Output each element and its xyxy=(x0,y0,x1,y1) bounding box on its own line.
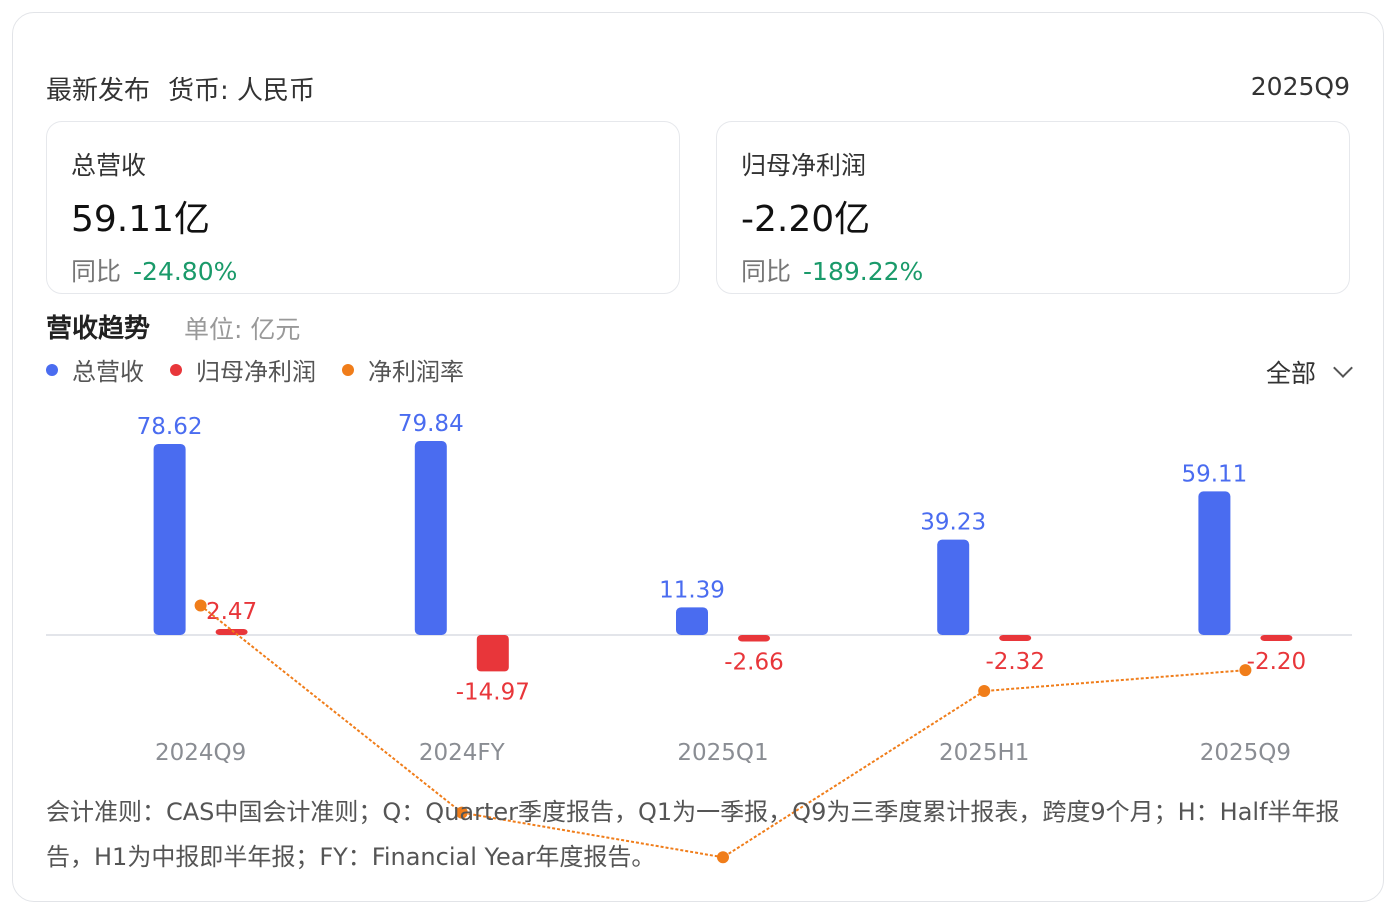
legend-item-net-profit[interactable]: 归母净利润 xyxy=(170,352,316,387)
legend-dot-icon xyxy=(342,363,354,376)
section-title: 营收趋势 xyxy=(46,314,151,344)
accounting-note: 会计准则：CAS中国会计准则；Q：Quarter季度报告，Q1为一季报，Q9为三… xyxy=(46,798,1340,871)
legend-label: 净利润率 xyxy=(368,358,464,386)
metric-value: 59.11亿 xyxy=(71,199,211,240)
legend-dot-icon xyxy=(46,363,58,376)
metric-value: -2.20亿 xyxy=(741,199,871,240)
metric-label: 总营收 xyxy=(71,151,147,180)
metric-net-profit[interactable]: 归母净利润 -2.20亿 同比 -189.22% xyxy=(716,121,1350,294)
section-unit: 单位: 亿元 xyxy=(184,315,301,344)
yoy-value: -189.22% xyxy=(803,257,924,286)
yoy-label: 同比 xyxy=(741,257,792,286)
legend-dot-icon xyxy=(170,363,182,376)
header: 最新发布 货币: 人民币 xyxy=(46,70,315,107)
legend-label: 总营收 xyxy=(72,358,144,386)
metric-yoy: 同比 -24.80% xyxy=(71,252,655,288)
period-filter-dropdown[interactable]: 全部 xyxy=(1265,354,1353,390)
metric-yoy: 同比 -189.22% xyxy=(741,252,1325,288)
yoy-value: -24.80% xyxy=(133,257,238,286)
currency-label: 货币: 人民币 xyxy=(168,76,316,106)
metric-revenue[interactable]: 总营收 59.11亿 同比 -24.80% xyxy=(46,121,680,294)
metric-label: 归母净利润 xyxy=(741,151,867,180)
filter-label: 全部 xyxy=(1265,359,1316,388)
report-period: 2025Q9 xyxy=(1250,72,1350,101)
yoy-label: 同比 xyxy=(71,257,122,286)
chevron-down-icon xyxy=(1333,358,1353,378)
legend-item-revenue[interactable]: 总营收 xyxy=(46,352,144,387)
legend-label: 归母净利润 xyxy=(196,358,316,386)
chart-legend: 总营收 归母净利润 净利润率 xyxy=(46,352,464,387)
header-title: 最新发布 xyxy=(46,76,151,106)
legend-item-margin[interactable]: 净利润率 xyxy=(342,352,464,387)
